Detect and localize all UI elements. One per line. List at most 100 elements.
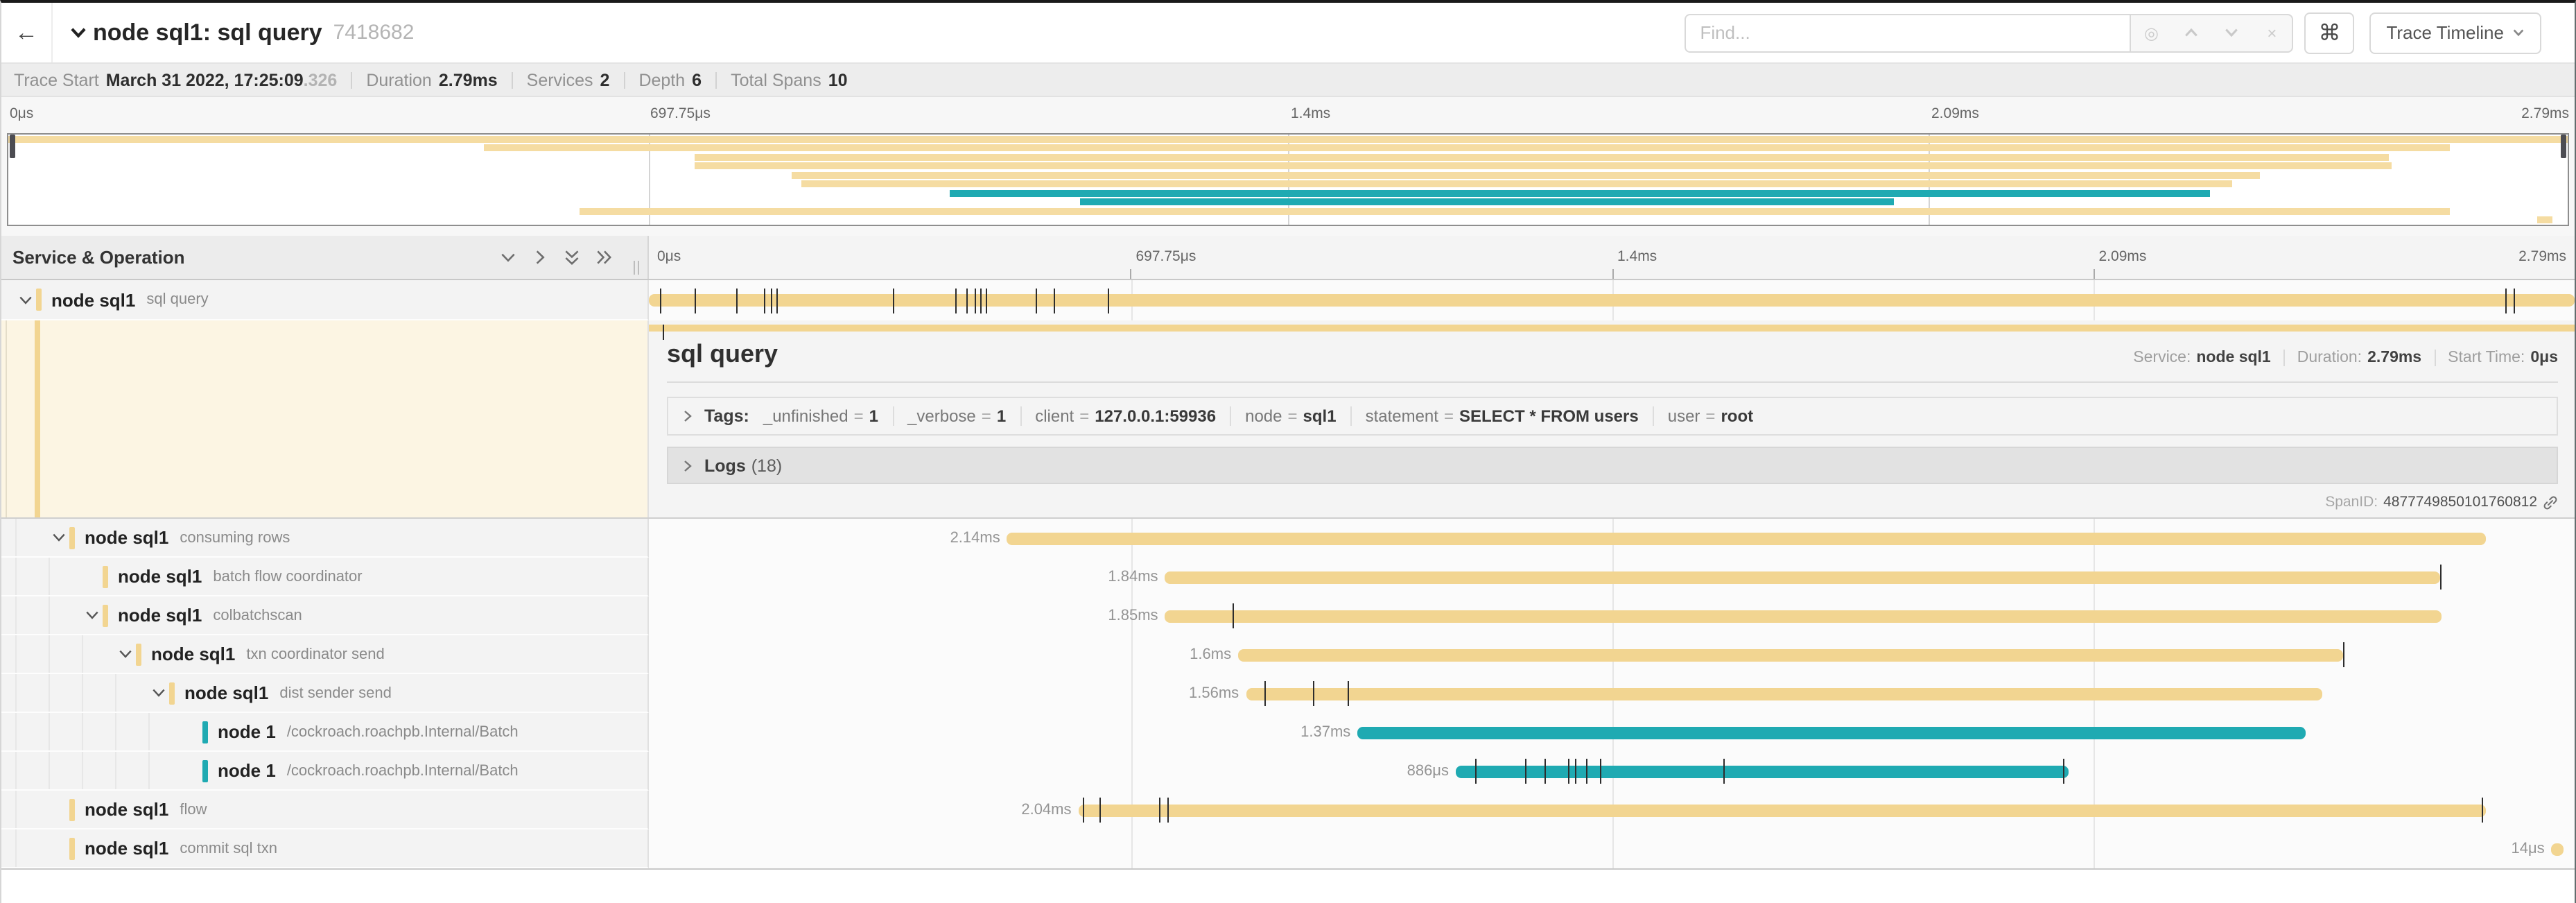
column-resizer-grip[interactable] <box>634 261 639 275</box>
span-bar[interactable] <box>649 294 2575 307</box>
span-duration-label: 1.84ms <box>1108 568 1158 585</box>
timeline-ruler: 0μs 697.75μs 1.4ms 2.09ms 2.79ms <box>649 236 2575 279</box>
tree-row-batch-flow-coordinator[interactable]: node sql1 batch flow coordinator <box>1 558 649 596</box>
chevron-down-icon[interactable] <box>148 685 169 700</box>
tree-row-consuming-rows[interactable]: node sql1 consuming rows <box>1 519 649 558</box>
collapse-one-chevron-down-icon[interactable] <box>499 248 517 266</box>
chevron-down-icon[interactable] <box>15 292 36 307</box>
span-bar[interactable] <box>1165 571 2440 583</box>
chevron-down-icon[interactable] <box>115 646 136 662</box>
tree-row--cockroach-roachpb-internal-batch[interactable]: node 1/cockroach.roachpb.Internal/Batch <box>1 713 649 752</box>
tree-guide-line <box>15 635 49 673</box>
view-select-label: Trace Timeline <box>2386 22 2504 43</box>
span-bar[interactable] <box>1238 648 2344 661</box>
span-detail-meta: Service: node sql1 Duration: 2.79ms Star… <box>2133 350 2558 366</box>
tag-separator <box>892 406 894 426</box>
expand-all-double-chevron-right-icon[interactable] <box>595 248 614 266</box>
tree-guide-line <box>115 713 148 750</box>
tree-row-colbatchscan[interactable]: node sql1 colbatchscan <box>1 596 649 635</box>
span-bar[interactable] <box>1455 765 2069 777</box>
ruler-label: 0μs <box>657 248 681 265</box>
minimap-span-bar <box>694 153 2389 161</box>
span-log-tick <box>966 288 968 313</box>
clear-search-icon[interactable]: × <box>2267 23 2277 42</box>
back-button[interactable]: ← <box>1 3 53 62</box>
span-log-tick <box>2505 288 2507 313</box>
span-detail-bar[interactable] <box>649 325 2575 340</box>
tag-value: 127.0.0.1:59936 <box>1095 406 1217 426</box>
service-value: node sql1 <box>2196 350 2271 366</box>
span-color-accent <box>169 682 175 704</box>
span-row: node 1/cockroach.roachpb.Internal/Batch 1… <box>1 713 2575 752</box>
deep-link-icon[interactable] <box>2543 495 2558 510</box>
minimap-span-row <box>8 135 2568 144</box>
span-detail-name-column[interactable] <box>1 320 649 517</box>
span-bar-cell[interactable]: 886μs <box>649 752 2575 791</box>
span-row: node sql1 commit sql txn 14μs <box>1 829 2575 868</box>
minimap-right-scrubber-handle[interactable] <box>2561 135 2566 158</box>
tree-row-sql-query[interactable]: node sql1 sql query <box>1 280 649 320</box>
span-service-name: node sql1 <box>85 799 169 820</box>
meta-value: 2 <box>600 70 610 89</box>
span-bar[interactable] <box>1357 726 2306 739</box>
trace-title-chevron-down-icon[interactable] <box>69 24 87 42</box>
span-bar-cell[interactable]: 2.14ms <box>649 519 2575 558</box>
next-result-icon[interactable] <box>2211 15 2252 51</box>
find-bar: ◎ × <box>1685 13 2294 52</box>
find-button-group: ◎ × <box>2130 13 2294 52</box>
span-service-name: node 1 <box>218 760 276 781</box>
span-bar-cell[interactable]: 1.37ms <box>649 713 2575 752</box>
tree-row--cockroach-roachpb-internal-batch[interactable]: node 1/cockroach.roachpb.Internal/Batch <box>1 752 649 791</box>
span-duration-label: 1.85ms <box>1108 607 1158 624</box>
ruler-label: 1.4ms <box>1617 248 1657 265</box>
span-bar[interactable] <box>1165 610 2442 622</box>
tree-row-dist-sender-send[interactable]: node sql1 dist sender send <box>1 674 649 713</box>
span-bar-cell[interactable]: 1.85ms <box>649 596 2575 635</box>
span-log-tick <box>955 288 957 313</box>
tree-guide-line <box>15 713 49 750</box>
span-service-name: node sql1 <box>184 682 269 703</box>
minimap-ruler-label: 2.79ms <box>2521 105 2569 122</box>
span-bar-cell[interactable] <box>649 280 2575 320</box>
span-bar-cell[interactable]: 14μs <box>649 829 2575 868</box>
span-bar[interactable] <box>1246 687 2323 700</box>
span-id-label: SpanID: <box>2325 494 2378 510</box>
back-arrow-icon: ← <box>15 19 38 45</box>
service-operation-header: Service & Operation <box>1 236 649 279</box>
search-input[interactable] <box>1685 13 2130 52</box>
tree-row-txn-coordinator-send[interactable]: node sql1 txn coordinator send <box>1 635 649 674</box>
span-log-tick <box>695 288 697 313</box>
span-bar-cell[interactable]: 1.6ms <box>649 635 2575 674</box>
span-bar-cell[interactable]: 2.04ms <box>649 791 2575 829</box>
tag-item: client = 127.0.0.1:59936 <box>1035 406 1216 426</box>
collapse-all-double-chevron-down-icon[interactable] <box>563 248 581 267</box>
keyboard-shortcuts-button[interactable]: ⌘ <box>2304 12 2355 53</box>
tree-controls <box>499 248 614 267</box>
minimap-left-scrubber-handle[interactable] <box>10 135 15 158</box>
logs-accordion[interactable]: Logs (18) <box>667 447 2558 484</box>
chevron-down-icon[interactable] <box>49 530 69 545</box>
tags-accordion[interactable]: Tags: _unfinished = 1 _verbose = 1 client = 127.… <box>667 397 2558 436</box>
span-log-tick <box>1567 759 1569 784</box>
span-bar[interactable] <box>1007 532 2487 544</box>
expand-one-chevron-right-icon[interactable] <box>531 248 549 266</box>
span-bar-cell[interactable]: 1.56ms <box>649 674 2575 713</box>
tag-key: _unfinished <box>763 406 848 426</box>
ruler-label: 2.09ms <box>2098 248 2147 265</box>
meta-separator <box>511 71 513 88</box>
trace-timeline-view-select[interactable]: Trace Timeline <box>2369 12 2541 53</box>
focus-match-icon[interactable]: ◎ <box>2143 23 2159 42</box>
prev-result-icon[interactable] <box>2171 15 2211 51</box>
minimap-canvas[interactable] <box>7 133 2569 226</box>
span-bar[interactable] <box>1078 804 2487 816</box>
tag-key: _verbose <box>907 406 976 426</box>
span-duration-label: 1.6ms <box>1190 646 1232 662</box>
tree-row-flow[interactable]: node sql1 flow <box>1 791 649 829</box>
chevron-down-icon[interactable] <box>82 608 103 623</box>
tree-row-commit-sql-txn[interactable]: node sql1 commit sql txn <box>1 829 649 868</box>
span-log-tick <box>1082 798 1084 823</box>
span-bar[interactable] <box>2551 843 2564 855</box>
minimap-span-row <box>8 207 2568 216</box>
start-time-value: 0μs <box>2530 350 2558 366</box>
span-bar-cell[interactable]: 1.84ms <box>649 558 2575 596</box>
